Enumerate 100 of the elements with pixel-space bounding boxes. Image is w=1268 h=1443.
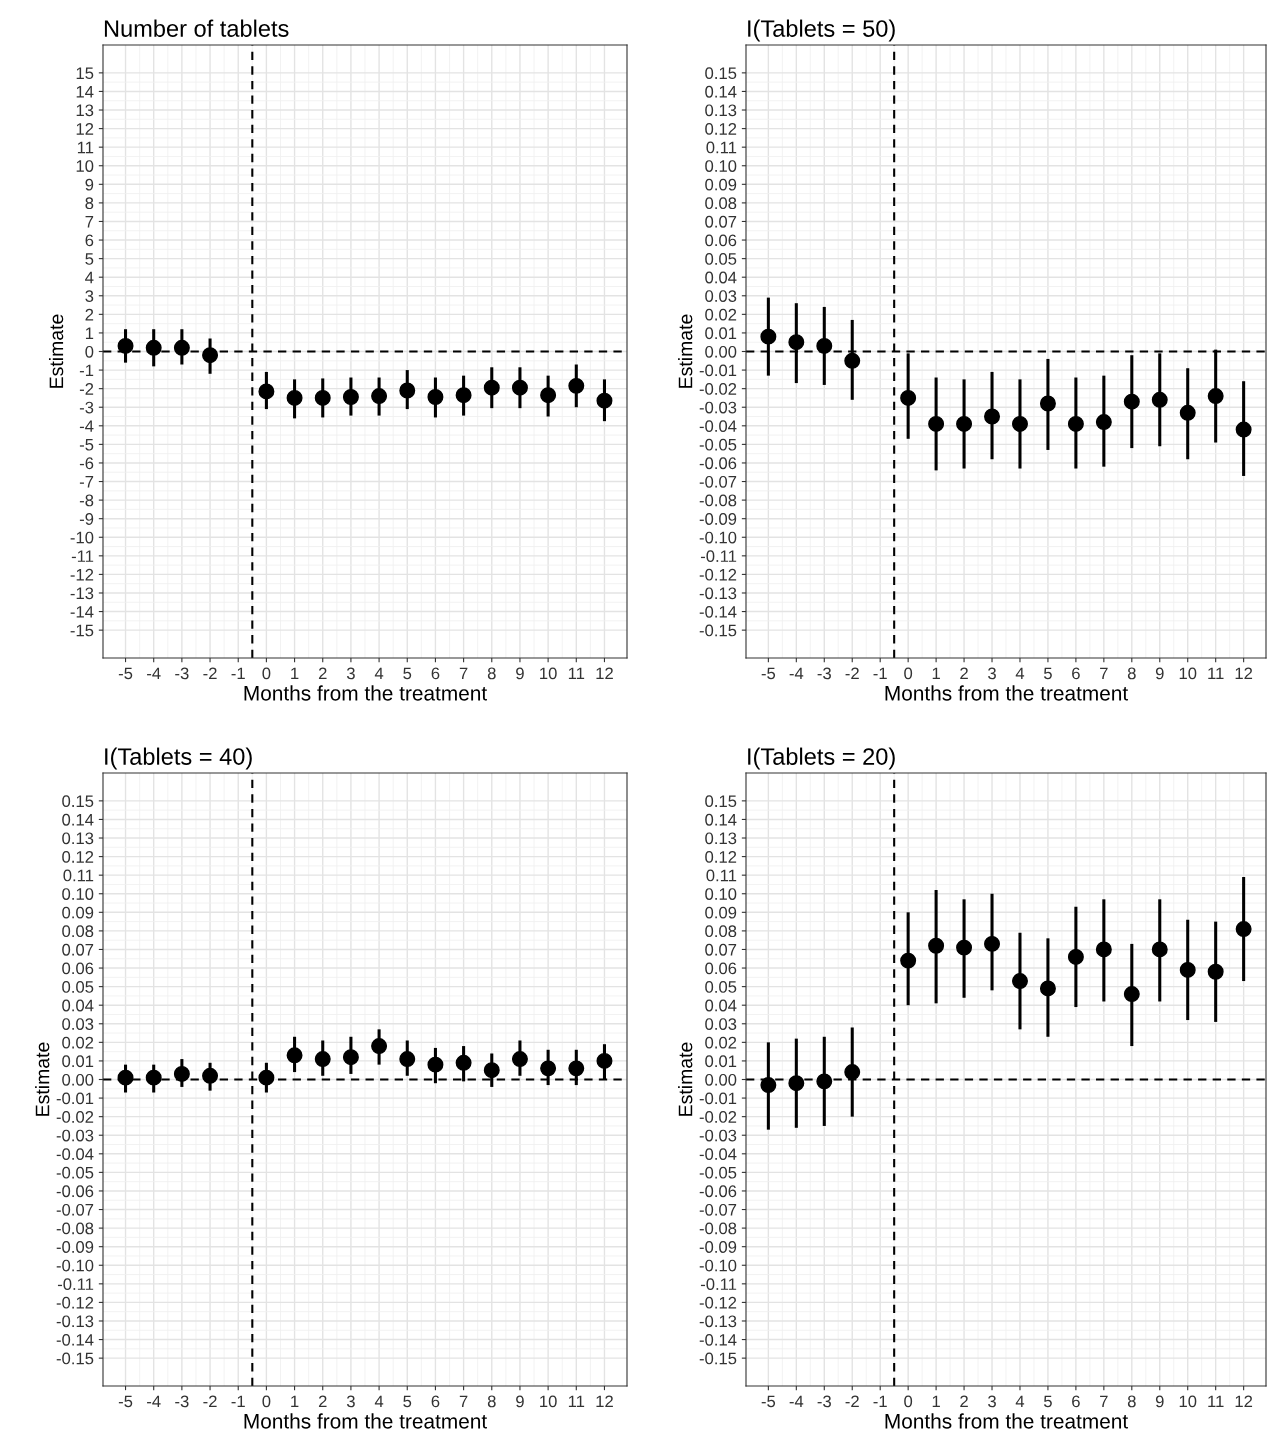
x-tick-label: 7 [459, 667, 468, 680]
y-axis-title: Estimate [678, 314, 693, 388]
x-tick-label: 0 [904, 1395, 913, 1408]
y-tick-label: 0.04 [705, 999, 737, 1012]
y-tick-label: -0.04 [56, 1148, 94, 1161]
point [1067, 948, 1084, 965]
y-tick-label: 0.07 [705, 215, 737, 228]
y-tick-label: 1 [85, 327, 94, 339]
point [371, 388, 388, 405]
point [928, 415, 945, 432]
x-tick-label: -5 [761, 1395, 776, 1408]
x-tick-label: -3 [817, 1395, 831, 1408]
x-tick-label: 8 [1127, 667, 1136, 680]
point [984, 935, 1000, 952]
y-tick-label: -0.08 [56, 1222, 94, 1235]
y-tick-label: 6 [85, 234, 94, 247]
y-tick-label: 15 [76, 67, 94, 80]
y-tick-label: 11 [77, 141, 94, 154]
point [956, 939, 973, 956]
x-tick-label: 5 [1043, 1395, 1052, 1408]
y-tick-label: 0.04 [62, 999, 94, 1012]
x-tick-label: 2 [318, 1395, 327, 1408]
x-axis-title: Months from the treatment [244, 685, 488, 701]
y-tick-label: -0.06 [699, 1185, 737, 1198]
y-tick-label: -0.10 [699, 1259, 737, 1272]
x-tick-label: -5 [118, 667, 133, 680]
point [455, 387, 472, 404]
x-tick-label: 11 [568, 1395, 585, 1408]
y-tick-label: 0.01 [62, 1055, 94, 1068]
y-tick-label: -15 [70, 624, 94, 637]
y-tick-label: 0.12 [62, 850, 94, 863]
x-tick-label: 10 [1179, 1395, 1197, 1408]
y-tick-label: -0.02 [56, 1111, 94, 1123]
y-axis-title: Estimate [35, 1042, 50, 1116]
x-tick-label: 7 [1100, 1395, 1108, 1408]
y-tick-label: 0.05 [705, 981, 737, 993]
x-tick-label: 11 [568, 667, 585, 680]
y-axis-title: Estimate [678, 1042, 693, 1116]
y-tick-label: 0.15 [62, 795, 94, 808]
point [1012, 973, 1028, 990]
point [1151, 941, 1168, 958]
point [1095, 941, 1112, 958]
point [760, 1077, 777, 1094]
chart-title: I(Tablets = 50) [748, 19, 895, 42]
x-tick-label: -4 [147, 1395, 161, 1408]
x-tick-label: 5 [1043, 667, 1052, 680]
x-tick-label: 0 [262, 1395, 271, 1408]
y-tick-label: -12 [70, 568, 94, 581]
y-tick-label: 0.07 [62, 943, 94, 956]
x-tick-label: -3 [817, 667, 831, 680]
y-tick-label: -0.02 [699, 383, 737, 395]
y-tick-label: -0.10 [699, 531, 737, 544]
x-tick-label: 8 [487, 667, 496, 680]
y-tick-label: 0.10 [705, 888, 737, 900]
point [1151, 391, 1168, 408]
y-tick-label: 0.09 [705, 906, 737, 919]
x-tick-label: -2 [845, 667, 859, 680]
y-tick-label: -9 [79, 513, 94, 525]
point [540, 387, 557, 404]
x-tick-label: 8 [487, 1395, 496, 1408]
y-tick-label: 8 [85, 197, 94, 210]
y-tick-label: -0.02 [699, 1111, 737, 1123]
point [844, 352, 861, 369]
y-tick-label: -0.07 [56, 1203, 94, 1216]
x-tick-label: 4 [1015, 667, 1025, 680]
point [202, 347, 219, 364]
y-tick-label: -0.13 [699, 1315, 737, 1328]
y-tick-label: 0.06 [705, 234, 737, 247]
x-tick-label: 3 [346, 1395, 355, 1408]
x-tick-label: 4 [1015, 1395, 1025, 1408]
point [1012, 415, 1028, 432]
x-tick-label: 6 [431, 667, 440, 680]
x-tick-label: -4 [789, 1395, 804, 1408]
y-axis-title: Estimate [48, 314, 64, 388]
x-axis-title: Months from the treatment [885, 1413, 1129, 1429]
x-tick-label: -5 [118, 1395, 133, 1408]
point [1095, 414, 1112, 431]
x-tick-label: 10 [1179, 667, 1197, 680]
y-tick-label: 0.01 [705, 1055, 737, 1068]
y-tick-label: -0.13 [56, 1315, 94, 1328]
y-tick-label: 0.12 [705, 122, 737, 135]
x-tick-label: 3 [346, 667, 355, 680]
y-tick-label: 10 [76, 160, 94, 172]
y-tick-label: -0.01 [699, 364, 737, 377]
x-tick-label: 4 [374, 1395, 384, 1408]
y-tick-label: 0.15 [705, 67, 737, 80]
y-tick-label: -14 [70, 606, 94, 618]
point [596, 392, 613, 409]
point [568, 377, 585, 394]
point [258, 383, 275, 400]
x-tick-label: 11 [1208, 1395, 1224, 1408]
y-tick-label: 0.03 [62, 1018, 94, 1030]
y-tick-label: -0.08 [699, 1222, 737, 1235]
point [928, 937, 945, 954]
y-tick-label: -0.03 [699, 401, 737, 414]
y-tick-label: 0.02 [62, 1036, 94, 1049]
y-tick-label: 14 [76, 86, 94, 98]
y-tick-label: -0.15 [699, 624, 737, 637]
y-tick-label: 0.02 [705, 1036, 737, 1049]
point [1235, 421, 1252, 438]
